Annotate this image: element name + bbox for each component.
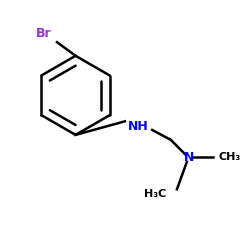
Text: NH: NH	[128, 120, 149, 133]
Text: Br: Br	[36, 27, 51, 40]
Text: N: N	[184, 151, 194, 164]
Text: CH₃: CH₃	[219, 152, 241, 162]
Text: H₃C: H₃C	[144, 189, 166, 199]
